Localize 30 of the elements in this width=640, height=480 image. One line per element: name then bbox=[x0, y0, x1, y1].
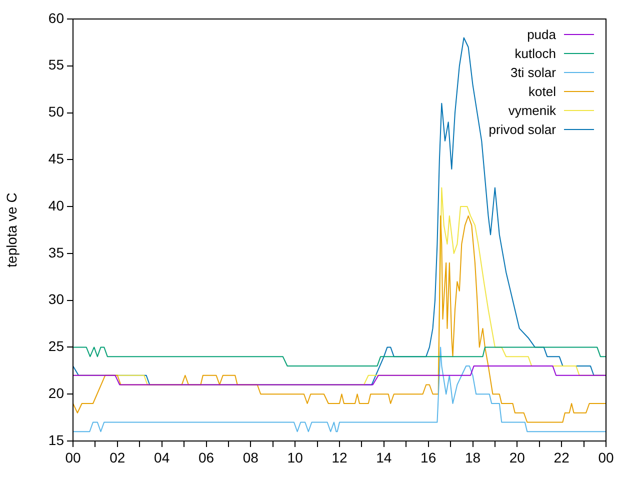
x-tick-label: 08 bbox=[242, 449, 259, 466]
x-tick-label: 20 bbox=[509, 449, 526, 466]
y-tick-label: 60 bbox=[48, 10, 64, 26]
legend-label: puda bbox=[527, 26, 556, 44]
y-tick-label: 35 bbox=[48, 244, 64, 260]
x-tick-label: 14 bbox=[376, 449, 392, 466]
legend-label: privod solar bbox=[488, 121, 556, 139]
x-tick-label: 06 bbox=[198, 449, 214, 466]
x-tick-label: 12 bbox=[332, 449, 348, 466]
y-tick-label: 55 bbox=[48, 56, 64, 73]
y-tick-label: 15 bbox=[48, 432, 64, 448]
y-tick-label: 45 bbox=[48, 150, 64, 167]
legend-label: 3ti solar bbox=[510, 64, 556, 82]
y-tick-label: 20 bbox=[48, 384, 64, 401]
y-tick-label: 30 bbox=[48, 291, 64, 308]
x-tick-label: 16 bbox=[420, 449, 436, 466]
x-tick-label: 02 bbox=[110, 449, 126, 466]
x-tick-label: 22 bbox=[554, 449, 570, 466]
x-tick-label: 10 bbox=[287, 449, 304, 466]
legend-label: kotel bbox=[528, 83, 556, 101]
x-tick-label: 00 bbox=[65, 449, 81, 466]
y-tick-label: 50 bbox=[48, 104, 64, 120]
y-axis-title: teplota ve C bbox=[3, 192, 20, 268]
y-tick-label: 25 bbox=[48, 338, 64, 354]
y-tick-label: 40 bbox=[48, 197, 64, 214]
legend-label: kutloch bbox=[514, 45, 556, 63]
x-tick-label: 00 bbox=[598, 449, 614, 466]
legend-label: vymenik bbox=[508, 102, 556, 120]
x-tick-label: 18 bbox=[464, 449, 481, 466]
x-tick-label: 04 bbox=[154, 449, 170, 466]
